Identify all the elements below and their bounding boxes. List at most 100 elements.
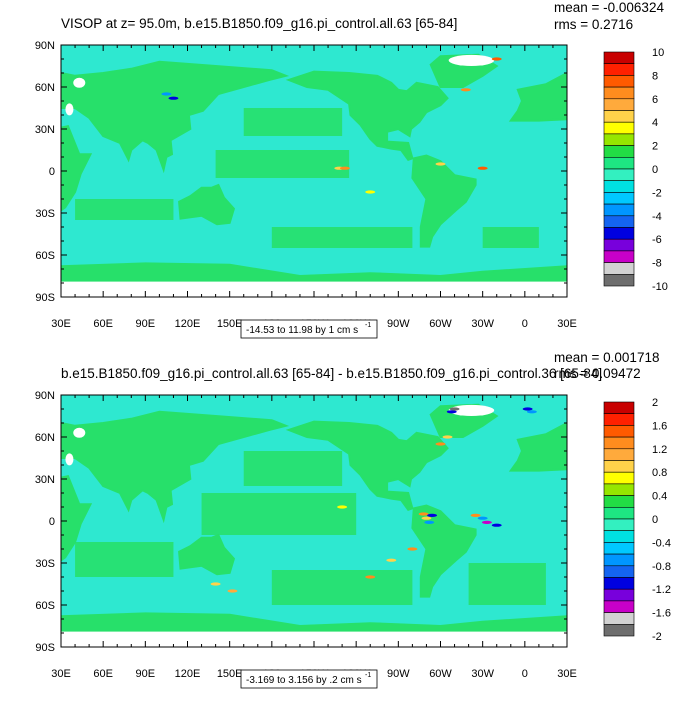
land-band	[243, 108, 343, 136]
y-tick-label: 60N	[35, 432, 55, 444]
colorbar-swatch	[603, 588, 635, 602]
anomaly-blob	[522, 407, 533, 411]
range-label-box	[240, 319, 378, 339]
colorbar-swatch	[603, 577, 635, 590]
land-band	[271, 227, 413, 248]
land-region	[61, 125, 93, 212]
x-tick-label: 150E	[217, 668, 243, 680]
land-band	[215, 150, 350, 178]
colorbar-swatch	[603, 273, 635, 287]
x-tick-label: 30W	[471, 668, 494, 680]
anomaly-blob	[435, 442, 446, 446]
x-tick-label: 120E	[175, 668, 201, 680]
missing-data-patch	[73, 427, 86, 438]
colorbar-label: 2	[652, 141, 658, 153]
x-tick-label: 0	[522, 318, 528, 330]
chart-panel-1: 30E60E90E120E150E180150W120W90W60W30W030…	[35, 0, 668, 339]
colorbar-label: -0.4	[652, 537, 671, 549]
map-layer	[61, 395, 567, 647]
land-region	[411, 154, 477, 248]
land-region	[178, 533, 236, 576]
colorbar-label: 1.2	[652, 444, 667, 456]
colorbar-label: -2	[652, 631, 662, 643]
land-band	[482, 227, 539, 248]
map-layer	[61, 45, 567, 297]
x-tick-label: 120E	[175, 318, 201, 330]
colorbar-label: -10	[652, 281, 668, 293]
land-region	[285, 420, 449, 511]
anomaly-blob	[435, 162, 446, 166]
colorbar-swatch	[603, 413, 635, 426]
y-tick-label: 60S	[35, 250, 55, 262]
land-region	[411, 504, 477, 598]
y-tick-label: 30N	[35, 124, 55, 136]
anomaly-blob	[210, 582, 221, 586]
colorbar-label: 0	[652, 164, 658, 176]
colorbar-label: 10	[652, 47, 664, 59]
colorbar-label: 6	[652, 94, 658, 106]
y-tick-label: 30N	[35, 474, 55, 486]
colorbar-swatch	[603, 110, 635, 123]
colorbar-swatch	[603, 192, 635, 205]
anomaly-blob	[442, 435, 453, 439]
colorbar-swatch	[603, 425, 635, 438]
x-tick-label: 60W	[429, 668, 452, 680]
colorbar-swatch	[603, 86, 635, 100]
colorbar-swatch	[603, 145, 635, 158]
land-region	[61, 60, 290, 174]
colorbar-label: 0.8	[652, 467, 667, 479]
anomaly-blob	[446, 410, 457, 414]
colorbar-swatch	[603, 215, 635, 228]
range-label: -3.169 to 3.156 by .2 cm s	[246, 675, 362, 686]
anomaly-blob	[449, 407, 460, 411]
land-region	[178, 183, 236, 226]
y-tick-label: 0	[49, 516, 55, 528]
x-tick-label: 90W	[387, 318, 410, 330]
rms-stat: rms = 0.2716	[554, 17, 633, 32]
arctic-ice-patch	[448, 404, 495, 416]
y-tick-label: 30S	[35, 208, 55, 220]
colorbar-label: 0.4	[652, 491, 667, 503]
colorbar-label: 1.6	[652, 420, 667, 432]
colorbar-swatch	[603, 180, 635, 193]
chart-panel-2: 30E60E90E120E150E180150W120W90W60W30W030…	[35, 350, 671, 689]
colorbar-swatch	[603, 98, 635, 111]
colorbar-swatch	[603, 542, 635, 555]
anomaly-blob	[477, 166, 488, 170]
anomaly-blob	[339, 166, 350, 170]
anomaly-blob	[161, 92, 172, 96]
anomaly-blob	[386, 558, 397, 562]
x-tick-label: 30E	[51, 318, 71, 330]
colorbar-label: 8	[652, 70, 658, 82]
anomaly-blob	[407, 547, 418, 551]
land-band	[243, 451, 343, 486]
colorbar-swatch	[603, 227, 635, 240]
colorbar-swatch	[603, 203, 635, 217]
chart-title: b.e15.B1850.f09_g16.pi_control.all.63 [6…	[61, 366, 602, 381]
anomaly-blob	[470, 513, 481, 518]
anomaly-blob	[491, 57, 502, 61]
anomaly-blob	[491, 523, 502, 527]
anomaly-blob	[481, 520, 492, 525]
colorbar-swatch	[603, 600, 635, 613]
y-tick-label: 90S	[35, 292, 55, 304]
land-band	[271, 570, 413, 605]
anomaly-blob	[227, 589, 238, 593]
colorbar-swatch	[603, 471, 635, 485]
colorbar-swatch	[603, 262, 635, 275]
colorbar-label: -0.8	[652, 561, 671, 573]
land-band	[75, 199, 174, 220]
colorbar-swatch	[603, 157, 635, 170]
range-label-box	[240, 669, 378, 689]
missing-data-patch	[65, 453, 74, 466]
x-tick-label: 30W	[471, 318, 494, 330]
colorbar-label: 0	[652, 514, 658, 526]
x-tick-label: 90W	[387, 668, 410, 680]
colorbar-swatch	[603, 75, 635, 88]
colorbar-swatch	[603, 401, 635, 414]
anomaly-blob	[477, 516, 488, 520]
x-tick-label: 90E	[136, 318, 156, 330]
y-tick-label: 60N	[35, 82, 55, 94]
colorbar-swatch	[603, 553, 635, 567]
anomaly-blob	[418, 512, 429, 516]
